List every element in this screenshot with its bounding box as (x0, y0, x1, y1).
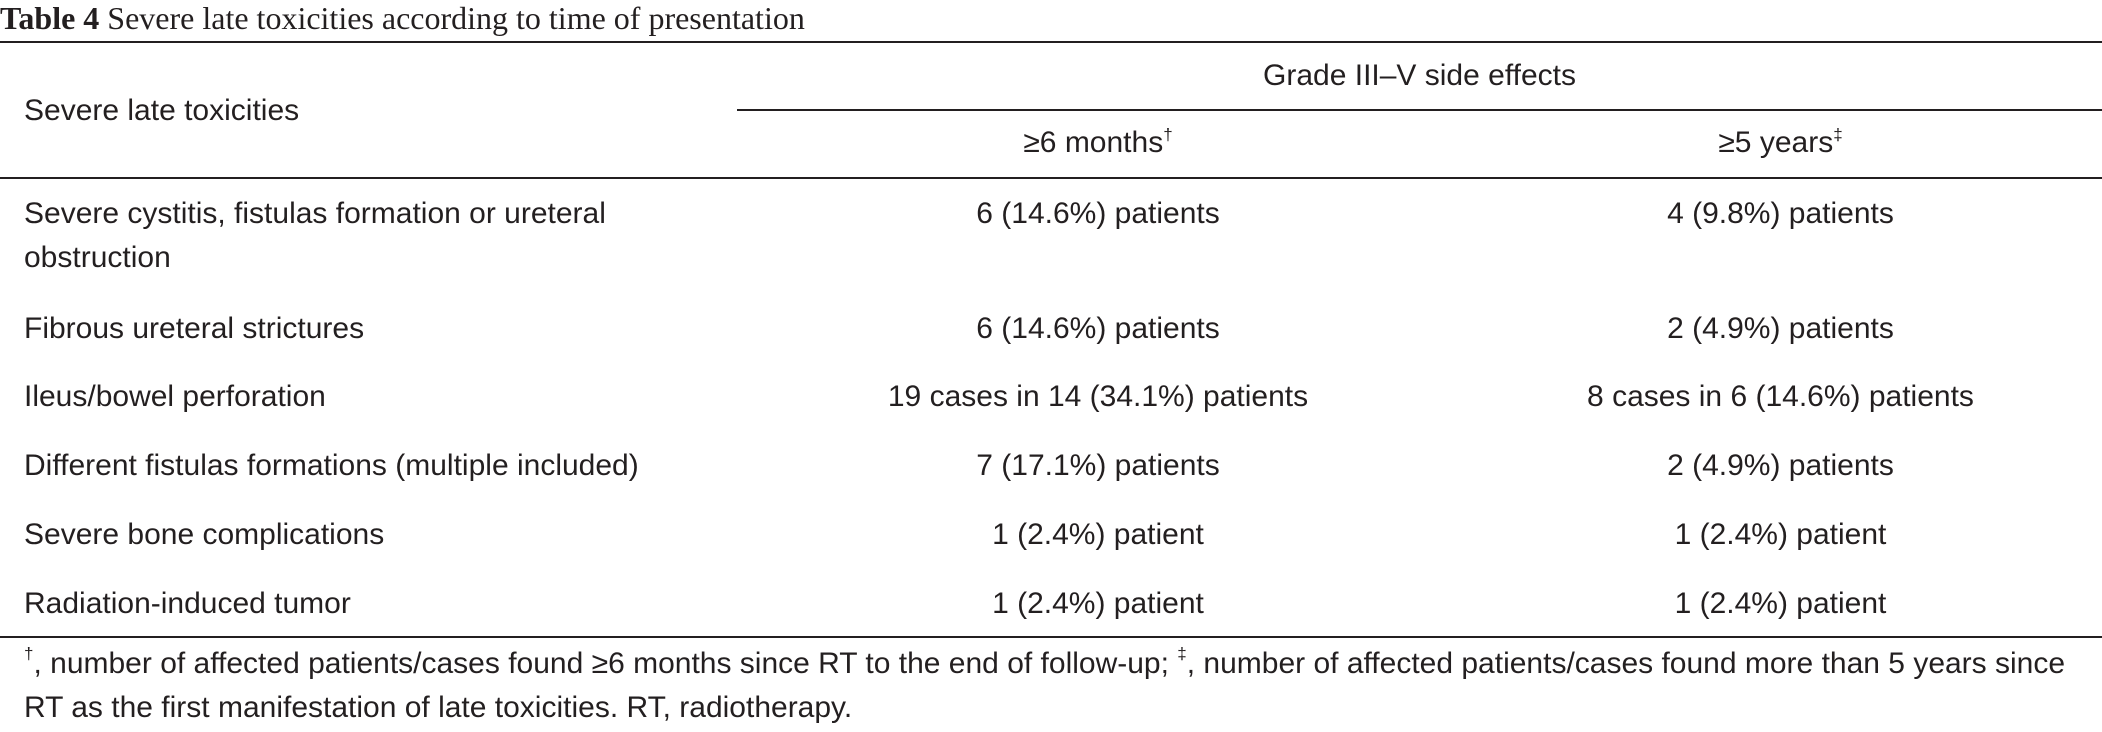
column-header-5-years-label: ≥5 years (1718, 126, 1834, 159)
table-cell-5-years: 2 (4.9%) patients (1667, 312, 1894, 345)
table-cell-6-months: 1 (2.4%) patient (992, 587, 1204, 620)
table-row-label: Ileus/bowel perforation (24, 380, 326, 413)
table-cell-6-months: 1 (2.4%) patient (992, 518, 1204, 551)
table-cell-5-years: 1 (2.4%) patient (1674, 587, 1887, 620)
grade-group-header: Grade III–V side effects (1263, 59, 1576, 92)
table-cell-6-months: 7 (17.1%) patients (976, 449, 1220, 482)
column-header-6-months-label: ≥6 months (1023, 126, 1164, 159)
table-row-label: Fibrous ureteral strictures (24, 312, 365, 345)
top-rule (0, 41, 2102, 43)
column-header-5-years: ≥5 years‡ (1459, 121, 2102, 165)
column-header-6-months: ≥6 months† (737, 121, 1459, 165)
table-cell-6-months: 6 (14.6%) patients (976, 197, 1220, 230)
footnote-dagger-mark: † (24, 644, 34, 663)
table-cell-6-months: 6 (14.6%) patients (976, 312, 1220, 345)
double-dagger-mark: ‡ (1833, 125, 1843, 144)
table-cell-5-years: 4 (9.8%) patients (1667, 197, 1894, 230)
dagger-mark: † (1163, 125, 1173, 144)
table-cell-5-years: 8 cases in 6 (14.6%) patients (1587, 380, 1974, 413)
footnote-text-6-months: , number of affected patients/cases foun… (33, 647, 1178, 680)
table-row-label: Different fistulas formations (multiple … (24, 449, 639, 482)
table-caption: Table 4 Severe late toxicities according… (0, 0, 805, 36)
header-bottom-rule (0, 177, 2102, 179)
table-cell-6-months: 19 cases in 14 (34.1%) patients (887, 380, 1309, 413)
table-bottom-rule (0, 636, 2102, 638)
table-row-label-continued: obstruction (24, 241, 171, 274)
group-header-rule (737, 109, 2102, 111)
table-title: Severe late toxicities according to time… (99, 0, 805, 36)
table-cell-5-years: 1 (2.4%) patient (1674, 518, 1887, 551)
table-row-label: Radiation-induced tumor (24, 587, 351, 620)
table-number: Table 4 (0, 0, 100, 36)
table-footnote: †, number of affected patients/cases fou… (24, 642, 2090, 730)
table-row-label: Severe cystitis, fistulas formation or u… (24, 197, 606, 230)
footnote-double-dagger-mark: ‡ (1177, 644, 1187, 663)
table-cell-5-years: 2 (4.9%) patients (1667, 449, 1894, 482)
footnote-text-5-years: , number of affected patients/cases foun… (24, 647, 2066, 724)
row-header-label: Severe late toxicities (24, 94, 300, 127)
table-row-label: Severe bone complications (24, 518, 385, 551)
